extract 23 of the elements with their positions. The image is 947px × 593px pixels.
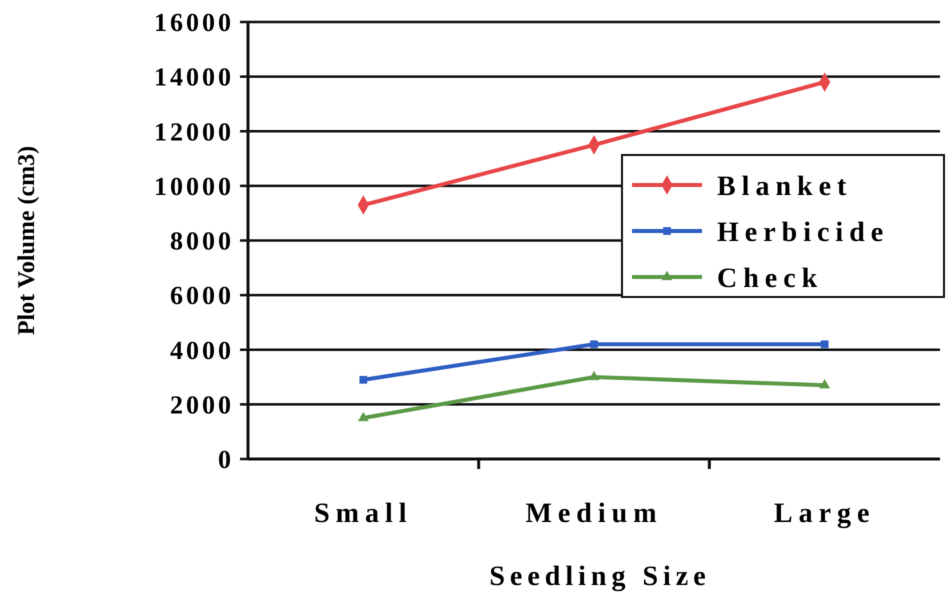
x-tick-label: Small	[314, 498, 413, 529]
y-tick-label: 14000	[154, 62, 234, 92]
legend-label: Check	[717, 262, 824, 294]
y-tick-label: 2000	[170, 390, 234, 420]
y-tick-label: 4000	[170, 336, 234, 365]
y-tick-label: 10000	[154, 172, 234, 201]
x-tick-label: Medium	[525, 498, 663, 529]
point	[588, 370, 600, 380]
point	[359, 376, 368, 384]
y-tick-label: 6000	[170, 281, 234, 310]
point	[819, 379, 830, 388]
x-tick-label: Large	[774, 498, 876, 529]
y-tick-label: 12000	[154, 117, 234, 146]
point	[820, 340, 829, 348]
y-tick-label: 8000	[170, 226, 234, 256]
y-axis-title: Plot Volume (cm3)	[14, 146, 40, 336]
y-tick-label: 0	[218, 445, 234, 474]
y-tick-label: 16000	[154, 8, 234, 38]
legend-label: Herbicide	[717, 216, 890, 248]
point	[358, 412, 369, 422]
legend-label: Blanket	[717, 170, 852, 202]
x-axis-title: Seedling Size	[489, 561, 711, 592]
point	[590, 340, 598, 348]
